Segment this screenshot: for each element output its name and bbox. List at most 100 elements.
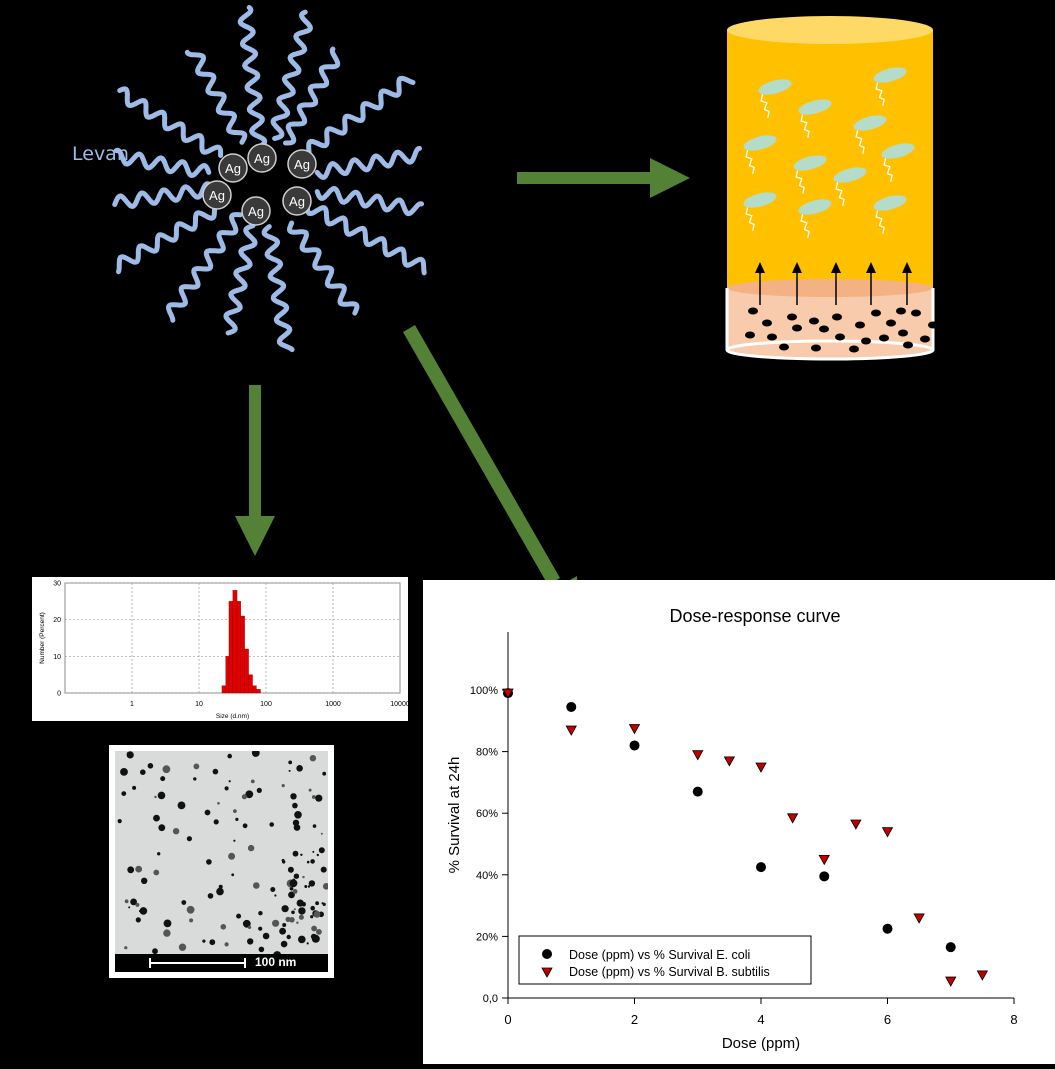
tem-particle <box>209 939 216 946</box>
tem-particle <box>233 839 236 842</box>
agar-particle <box>809 317 819 325</box>
tem-particle <box>258 946 265 953</box>
dls-y-tick-label: 20 <box>53 617 61 624</box>
tem-particle <box>217 802 220 805</box>
flagellum <box>875 210 885 235</box>
ag-label: Ag <box>294 157 310 172</box>
tem-particle <box>288 769 291 772</box>
bacterium <box>873 67 907 107</box>
tem-particle <box>158 824 166 832</box>
tem-particle <box>247 925 252 929</box>
tem-particle <box>132 785 137 790</box>
levan-strand <box>112 181 216 209</box>
bsubtilis-point <box>850 819 862 830</box>
tem-particle <box>235 817 239 821</box>
bacterium-body <box>853 115 887 131</box>
tem-particle <box>162 765 171 774</box>
tem-particle <box>322 902 326 906</box>
tem-particle <box>135 917 141 923</box>
diffusion-arrowhead <box>792 262 802 273</box>
diffusion-arrowhead <box>866 262 876 273</box>
dose-x-tick-label: 4 <box>757 1012 764 1027</box>
tem-particle <box>310 859 315 864</box>
dls-bar <box>232 590 238 694</box>
tem-particle <box>236 913 242 919</box>
dls-bar <box>248 674 253 694</box>
bacterium <box>881 143 915 183</box>
tem-particle <box>310 915 314 919</box>
tem-particle <box>172 828 180 835</box>
tem-particle <box>193 777 197 781</box>
tem-particle <box>270 887 276 892</box>
tem-particle <box>141 877 148 884</box>
dls-x-axis-label: Size (d.nm) <box>216 713 249 720</box>
bacterium <box>798 199 832 239</box>
dose-response-chart: Dose-response curve 0 2 4 6 8 0,0 20% 40% 60% 80% 1… <box>446 606 1018 1052</box>
agar-particle <box>879 334 889 342</box>
tem-particle <box>291 910 295 915</box>
tem-particle <box>311 925 317 932</box>
process-arrows <box>235 158 690 616</box>
tem-particle <box>228 852 236 860</box>
agar-particle <box>861 337 871 345</box>
tem-particle <box>289 879 298 888</box>
dls-x-tick-label: 10 <box>195 701 203 708</box>
levan-strand <box>283 46 341 146</box>
ecoli-point <box>629 740 640 751</box>
agar-particle <box>779 343 789 351</box>
agar-particle <box>832 313 842 321</box>
flagellum <box>760 94 770 119</box>
agar-particle <box>911 309 921 317</box>
diffusion-arrowhead <box>831 262 841 273</box>
tem-particle <box>304 885 308 888</box>
agar-top <box>727 279 933 297</box>
tem-particle <box>212 768 219 775</box>
tem-particle <box>289 917 295 923</box>
tem-image-panel: 100 nm <box>109 745 334 978</box>
dose-chart-title: Dose-response curve <box>669 606 840 626</box>
flagellum <box>800 214 810 239</box>
tem-particle <box>290 793 297 800</box>
tem-particle <box>312 850 315 853</box>
ag-nanoparticle <box>202 180 232 210</box>
dls-y-tick-label: 30 <box>53 581 61 588</box>
agar-particle <box>903 341 913 349</box>
tem-particle <box>288 891 295 899</box>
diffusion-arrowhead <box>902 262 912 273</box>
bacterium <box>758 79 792 119</box>
tem-particle <box>157 852 161 856</box>
dls-y-axis-label: Number (Percent) <box>39 612 46 664</box>
levan-strand <box>223 223 258 336</box>
dose-x-tick-label: 2 <box>631 1012 638 1027</box>
tem-particle <box>121 791 127 796</box>
tem-particle <box>302 875 305 879</box>
flagellum <box>795 170 805 195</box>
levan-strand <box>237 5 268 150</box>
tem-particle <box>308 880 316 887</box>
legend-bsubtilis-label: Dose (ppm) vs % Survival B. subtilis <box>569 965 770 979</box>
tem-particle <box>282 923 287 927</box>
agar-particle <box>787 313 797 321</box>
levan-strand <box>304 203 427 276</box>
tem-particle <box>193 763 200 770</box>
arrow-down <box>235 385 275 556</box>
legend-ecoli-label: Dose (ppm) vs % Survival E. coli <box>569 948 750 962</box>
tem-particle <box>245 790 254 799</box>
tem-particle <box>231 873 235 877</box>
dls-bar <box>256 689 261 694</box>
bsubtilis-point <box>723 756 736 767</box>
tem-particle <box>320 832 323 835</box>
bacterium-body <box>798 199 832 215</box>
agar-particle <box>886 319 896 327</box>
dls-y-tick-label: 10 <box>53 654 61 661</box>
tem-particle <box>206 859 212 865</box>
bacterium-body <box>798 99 832 115</box>
bacterium <box>793 155 827 195</box>
agar-particle <box>819 325 829 333</box>
tem-particle <box>301 901 306 907</box>
tem-particle <box>241 794 247 800</box>
bacterium <box>743 135 777 175</box>
tem-particle <box>227 753 232 759</box>
dls-bar <box>221 685 226 694</box>
ag-label: Ag <box>289 194 305 209</box>
